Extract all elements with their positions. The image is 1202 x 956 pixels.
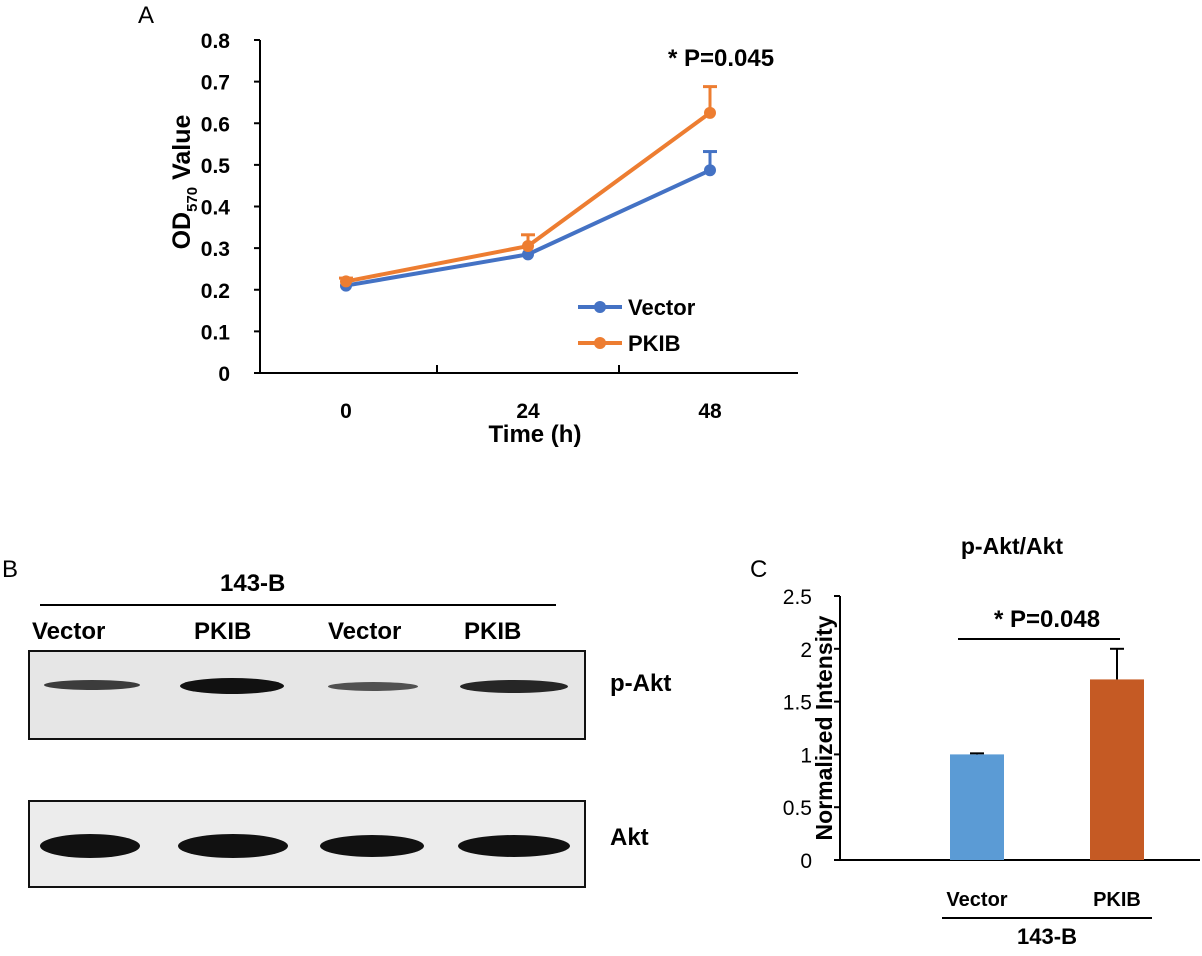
blot-p-akt xyxy=(28,650,586,740)
blot-row-label-p-akt: p-Akt xyxy=(610,670,672,697)
band-p-akt-1 xyxy=(44,680,140,690)
y-tick-label: 0.5 xyxy=(201,155,231,178)
y-tick-label: 1 xyxy=(800,744,812,767)
x-axis-title: Time (h) xyxy=(489,421,582,448)
data-point xyxy=(704,164,716,177)
y-tick-label: 2.5 xyxy=(783,586,812,609)
y-tick-label: 0 xyxy=(800,850,812,873)
y-tick-label: 0.1 xyxy=(201,321,231,344)
blot-akt xyxy=(28,800,586,888)
blot-row-label-akt: Akt xyxy=(610,824,649,851)
band-akt-2 xyxy=(178,834,288,858)
y-tick-label: 0.4 xyxy=(201,197,231,220)
band-akt-3 xyxy=(320,835,424,857)
x-tick-label: 48 xyxy=(698,400,722,423)
y-axis-title: Normalized Intensity xyxy=(811,615,837,840)
legend-label: Vector xyxy=(628,295,696,320)
lane-label-4: PKIB xyxy=(464,618,522,645)
bar-vector xyxy=(950,754,1004,860)
data-point xyxy=(704,106,716,119)
chart-title: p-Akt/Akt xyxy=(961,533,1064,559)
x-tick-label: 0 xyxy=(340,400,352,423)
y-axis-title: OD570 Value xyxy=(168,115,201,250)
lane-label-1: Vector xyxy=(32,618,106,645)
series-line-vector xyxy=(345,168,711,288)
band-p-akt-4 xyxy=(460,680,568,693)
y-tick-label: 1.5 xyxy=(783,692,812,715)
lane-label-2: PKIB xyxy=(194,618,252,645)
data-point xyxy=(340,275,352,288)
band-p-akt-2 xyxy=(180,678,284,694)
y-tick-label: 0.7 xyxy=(201,72,230,95)
panel-label-c: C xyxy=(750,556,768,583)
lane-label-3: Vector xyxy=(328,618,402,645)
x-tick-label: 24 xyxy=(516,400,540,423)
band-akt-4 xyxy=(458,835,570,857)
blot-title: 143-B xyxy=(220,570,286,597)
y-tick-label: 0.3 xyxy=(201,238,230,261)
blot-title-underline xyxy=(40,604,556,606)
x-tick-label: PKIB xyxy=(1093,889,1141,911)
panel-label-a: A xyxy=(138,2,155,29)
y-tick-label: 0.6 xyxy=(201,113,230,136)
band-akt-1 xyxy=(40,834,140,858)
line-chart: 0 0.1 0.2 0.3 0.4 0.5 0.6 0.7 0.8 0 24 48 Time (h) OD… xyxy=(168,30,798,448)
band-p-akt-3 xyxy=(328,682,418,691)
y-tick-label: 0.8 xyxy=(201,30,231,53)
y-tick-label: 0.5 xyxy=(783,797,812,820)
significance-annotation: * P=0.048 xyxy=(994,606,1100,633)
x-tick-label: Vector xyxy=(946,889,1007,911)
significance-annotation: * P=0.045 xyxy=(668,45,774,72)
legend-swatch-marker xyxy=(594,301,606,313)
y-tick-label: 2 xyxy=(800,639,812,662)
legend-swatch-marker xyxy=(594,337,606,349)
bar-chart: p-Akt/Akt 0 0.5 1 1.5 2 2.5 Normalized Intensit… xyxy=(783,533,1200,949)
data-point xyxy=(522,240,534,253)
bar-pkib xyxy=(1090,679,1144,860)
group-label: 143-B xyxy=(1017,924,1077,949)
legend-label: PKIB xyxy=(628,331,681,356)
y-tick-label: 0 xyxy=(218,363,230,386)
panel-label-b: B xyxy=(2,556,19,583)
y-tick-label: 0.2 xyxy=(201,280,230,303)
data-point xyxy=(522,248,534,261)
